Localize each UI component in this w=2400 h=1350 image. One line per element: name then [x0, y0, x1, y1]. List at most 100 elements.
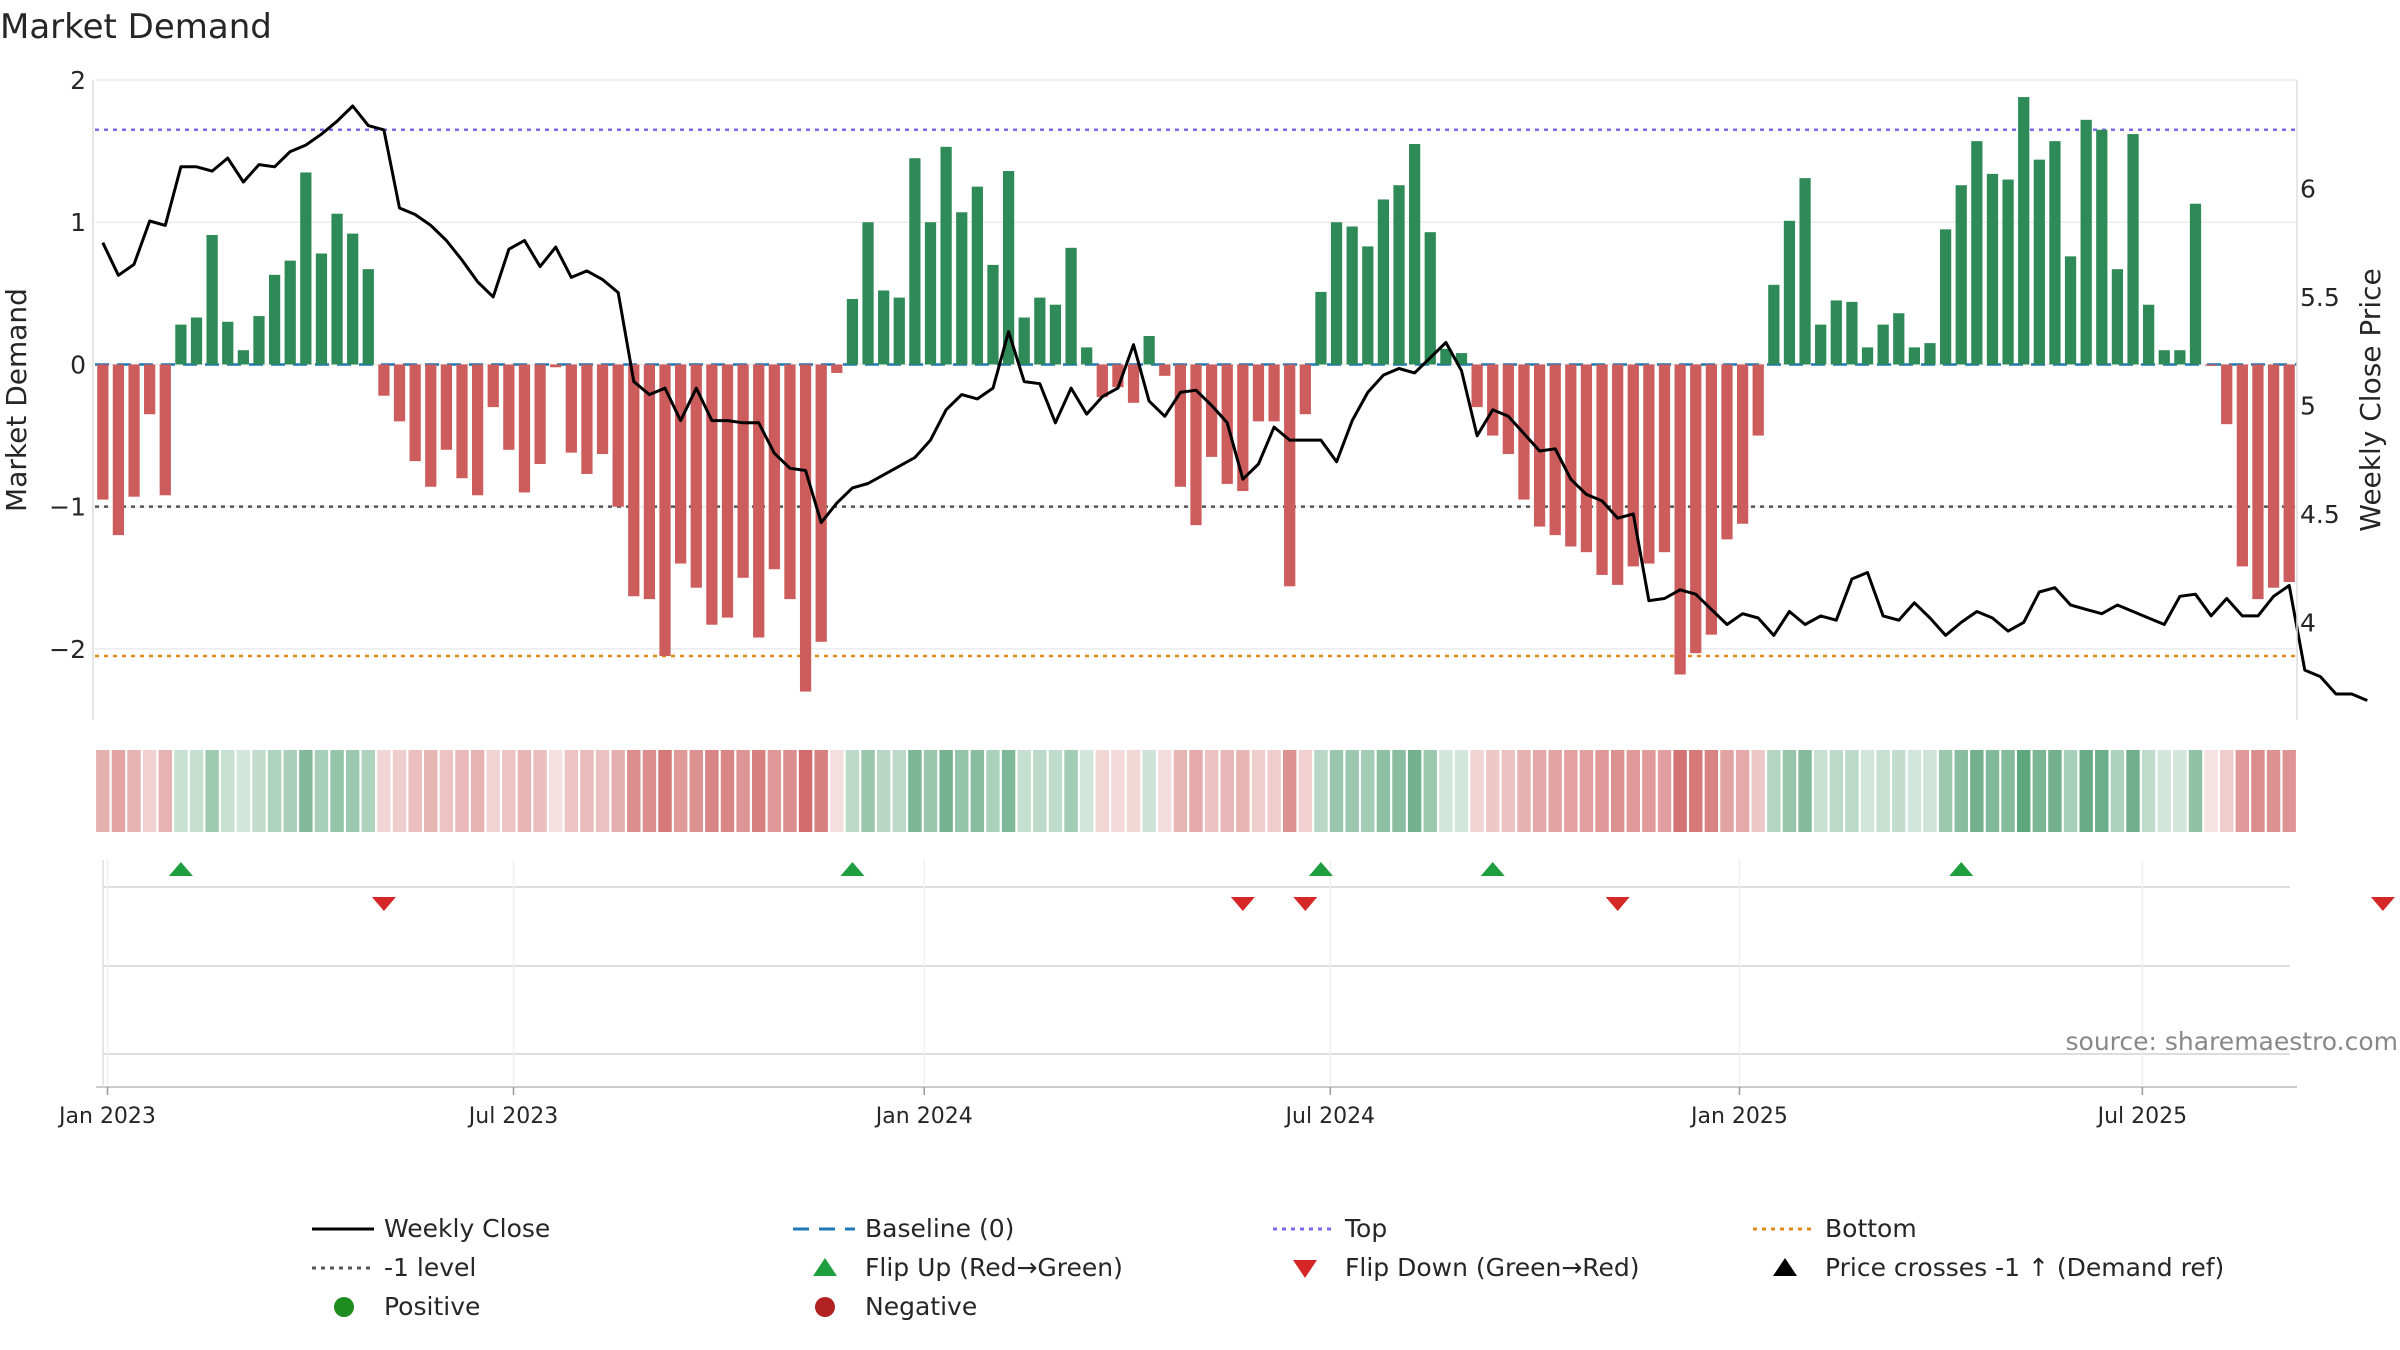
- heat-cell: [1001, 750, 1016, 832]
- heat-cell: [861, 750, 875, 832]
- heat-cell: [1158, 750, 1172, 832]
- legend-triangle-down-swatch: [1293, 1260, 1317, 1278]
- heat-cell: [2188, 750, 2203, 832]
- demand-bar: [768, 364, 780, 570]
- demand-bar: [971, 186, 983, 365]
- heat-cell: [2063, 750, 2078, 832]
- demand-bar: [2267, 364, 2280, 588]
- heat-cell: [1064, 750, 1078, 832]
- heat-cell: [2110, 750, 2125, 832]
- heat-cell: [236, 750, 251, 832]
- demand-bar: [2189, 203, 2202, 365]
- demand-bar: [1487, 364, 1499, 436]
- demand-bar: [1440, 348, 1452, 365]
- demand-bar: [1877, 324, 1889, 365]
- legend-item: Baseline (0): [793, 1214, 1014, 1243]
- demand-bar: [1268, 364, 1280, 422]
- flip-up-marker: [1480, 862, 1505, 876]
- legend-label: -1 level: [384, 1253, 476, 1282]
- heat-cell: [673, 750, 688, 832]
- demand-bar: [456, 364, 468, 479]
- heat-cell: [1689, 750, 1703, 832]
- legend-item: Top: [1273, 1214, 1387, 1243]
- heat-cell: [2079, 750, 2093, 832]
- heat-cell: [1048, 750, 1063, 832]
- demand-bar: [1612, 364, 1624, 585]
- heat-cell: [1720, 750, 1734, 832]
- demand-bar: [471, 364, 484, 496]
- heat-cell: [580, 750, 594, 832]
- x-tick-label: Jul 2024: [1284, 1104, 1376, 1129]
- heat-cell: [1220, 750, 1234, 832]
- x-tick-label: Jan 2024: [874, 1104, 973, 1129]
- demand-bar: [1346, 226, 1358, 365]
- heat-cell: [1189, 750, 1203, 832]
- demand-bar: [831, 364, 843, 373]
- heat-cell: [361, 750, 376, 832]
- demand-bar: [331, 213, 343, 365]
- demand-bar: [909, 158, 921, 365]
- demand-bar: [1002, 171, 1015, 365]
- demand-bar: [846, 299, 859, 365]
- chart-title: Market Demand: [0, 7, 272, 47]
- heat-cell: [627, 750, 641, 832]
- demand-bars: [97, 97, 2295, 692]
- demand-bar: [1783, 220, 1796, 365]
- demand-bar: [675, 364, 687, 564]
- x-tick-label: Jan 2025: [1689, 1104, 1788, 1129]
- heat-cell: [314, 750, 329, 832]
- heat-cell: [502, 750, 516, 832]
- demand-bar: [190, 317, 203, 365]
- demand-bar: [1127, 364, 1140, 403]
- demand-bar: [1565, 364, 1577, 547]
- y2-tick-label: 4.5: [2300, 500, 2340, 529]
- demand-bar: [1299, 364, 1311, 415]
- flip-down-marker: [2370, 897, 2395, 911]
- heat-cell: [205, 750, 219, 832]
- heat-cell: [798, 750, 813, 832]
- demand-bar: [1471, 364, 1483, 408]
- legend-circle-swatch: [815, 1297, 835, 1317]
- demand-bar: [2205, 364, 2217, 366]
- y2-axis-label: Weekly Close Price: [2354, 268, 2387, 531]
- demand-bar: [2143, 304, 2155, 365]
- demand-bar: [1861, 347, 1874, 365]
- y2-tick-label: 5.5: [2300, 283, 2340, 312]
- demand-bar: [862, 222, 874, 365]
- heat-cell: [2032, 750, 2047, 832]
- heat-cell: [455, 750, 469, 832]
- heat-cell: [2126, 750, 2140, 832]
- legend-label: Weekly Close: [384, 1214, 550, 1243]
- demand-bar: [1112, 364, 1124, 388]
- demand-bar: [1190, 364, 1202, 526]
- heat-cell: [689, 750, 703, 832]
- heat-cell: [1860, 750, 1875, 832]
- heat-cell: [189, 750, 204, 832]
- heat-cell: [845, 750, 860, 832]
- demand-bar: [300, 172, 312, 365]
- demand-bar: [2033, 159, 2045, 365]
- x-tick-label: Jul 2023: [467, 1104, 559, 1129]
- demand-bar: [440, 364, 453, 450]
- demand-bar: [409, 364, 421, 462]
- y-tick-label: −1: [49, 493, 86, 522]
- demand-bar: [315, 253, 328, 365]
- demand-bar: [596, 364, 609, 455]
- demand-bar: [2158, 350, 2170, 365]
- demand-bar: [1971, 141, 1983, 365]
- demand-bar: [503, 364, 515, 450]
- heat-cell: [923, 750, 938, 832]
- heat-cell: [2141, 750, 2156, 832]
- demand-bar: [2236, 364, 2248, 567]
- heat-cell: [1407, 750, 1422, 832]
- demand-bar: [1830, 300, 1842, 365]
- heat-cell: [1501, 750, 1516, 832]
- demand-bar: [362, 269, 374, 365]
- heat-cell: [1173, 750, 1188, 832]
- heat-cell: [2282, 750, 2296, 832]
- heat-cell: [2095, 750, 2109, 832]
- heat-cell: [517, 750, 532, 832]
- heat-cell: [767, 750, 782, 832]
- heat-cell: [1970, 750, 1984, 832]
- flip-markers-panel: [102, 860, 2395, 1085]
